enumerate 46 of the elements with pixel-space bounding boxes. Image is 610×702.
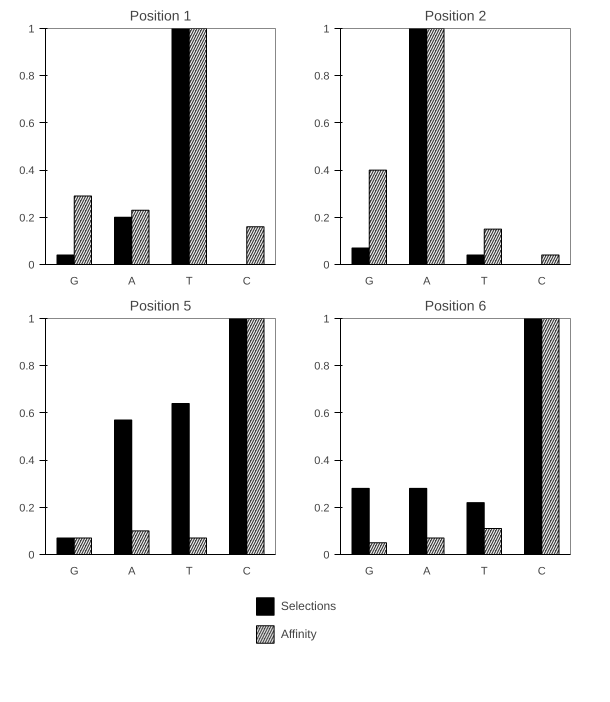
chart-title: Position 2 (424, 8, 486, 24)
y-tick-label: 0 (323, 550, 330, 562)
y-tick-label: 0.2 (314, 502, 330, 514)
y-tick-label: 0.8 (314, 70, 330, 83)
x-tick-label: T (480, 276, 488, 288)
x-tick-label: C (538, 276, 546, 288)
x-tick-label: A (423, 276, 432, 288)
y-tick-label: 1 (28, 24, 35, 36)
y-tick-label: 0.6 (19, 118, 35, 130)
legend-label: Affinity (280, 627, 317, 641)
chart-title: Position 5 (130, 298, 192, 314)
y-tick-label: 0.2 (19, 212, 35, 224)
y-tick-label: 0 (28, 550, 35, 562)
y-tick-label: 0.8 (19, 70, 35, 83)
y-tick-label: 0.4 (314, 455, 330, 468)
chart-title: Position 6 (424, 298, 486, 314)
y-tick-label: 0.6 (19, 408, 35, 420)
x-tick-label: G (70, 566, 79, 578)
chart-title: Position 1 (130, 8, 192, 24)
x-tick-label: C (538, 566, 546, 578)
y-tick-label: 0.4 (19, 165, 35, 178)
y-tick-label: 0.4 (19, 455, 35, 468)
x-tick-label: G (364, 276, 374, 288)
y-tick-label: 1 (323, 314, 330, 326)
x-tick-label: C (242, 276, 251, 288)
y-tick-label: 0.8 (19, 360, 35, 373)
y-tick-label: 0.6 (314, 408, 330, 420)
x-tick-label: C (242, 566, 251, 578)
x-tick-label: T (480, 566, 488, 578)
x-tick-label: T (186, 566, 193, 578)
y-tick-label: 0.2 (314, 212, 330, 224)
x-tick-label: G (70, 276, 79, 288)
x-tick-label: T (186, 276, 193, 288)
x-tick-label: A (128, 566, 136, 578)
y-tick-label: 0 (323, 260, 330, 272)
y-tick-label: 0.8 (314, 360, 330, 373)
y-tick-label: 0.6 (314, 118, 330, 130)
y-tick-label: 1 (28, 314, 35, 326)
legend-label: Selections (280, 599, 336, 613)
y-tick-label: 0.4 (314, 165, 330, 178)
y-tick-label: 1 (323, 24, 330, 36)
x-tick-label: A (423, 566, 432, 578)
x-tick-label: A (128, 276, 136, 288)
x-tick-label: G (364, 566, 374, 578)
y-tick-label: 0.2 (19, 502, 35, 514)
y-tick-label: 0 (28, 260, 35, 272)
